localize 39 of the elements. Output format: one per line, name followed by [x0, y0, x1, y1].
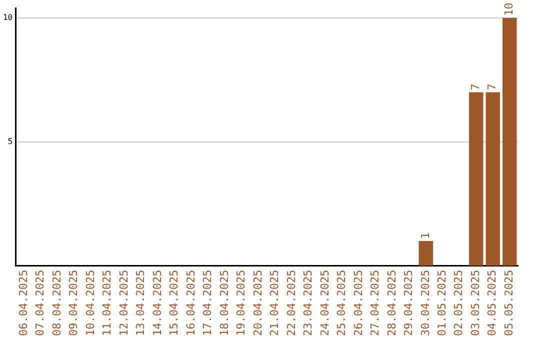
x-tick-label: 22.04.2025	[284, 270, 298, 336]
x-tick-label: 05.05.2025	[502, 270, 516, 336]
x-tick-label: 02.05.2025	[452, 270, 466, 336]
data-label: 1	[418, 232, 432, 239]
x-tick-label: 20.04.2025	[251, 270, 264, 336]
x-tick-label: 30.04.2025	[418, 270, 432, 336]
x-tick-label: 03.05.2025	[468, 270, 482, 336]
x-tick-label: 07.04.2025	[34, 270, 47, 336]
bar	[418, 240, 434, 266]
x-tick-label: 28.04.2025	[385, 270, 398, 336]
x-tick-label: 14.04.2025	[150, 270, 164, 336]
bar	[486, 92, 500, 266]
x-tick-label: 13.04.2025	[134, 270, 148, 336]
x-tick-label: 25.04.2025	[335, 270, 348, 336]
x-tick-label: 19.04.2025	[234, 270, 248, 336]
bar	[502, 18, 517, 266]
data-label: 10	[502, 2, 516, 16]
x-tick-label: 24.04.2025	[318, 270, 332, 336]
y-tick-label: 5	[8, 136, 13, 146]
x-tick-label: 08.04.2025	[50, 270, 64, 336]
x-tick-label: 06.04.2025	[16, 270, 30, 336]
x-tick-label: 17.04.2025	[201, 270, 214, 336]
x-tick-label: 18.04.2025	[218, 270, 231, 336]
x-tick-label: 01.05.2025	[436, 270, 449, 336]
x-tick-label: 15.04.2025	[168, 270, 181, 336]
x-tick-label: 27.04.2025	[368, 270, 382, 336]
x-tick-label: 23.04.2025	[302, 270, 315, 336]
x-tick-label: 10.04.2025	[84, 270, 97, 336]
data-label: 7	[468, 84, 482, 90]
x-tick-label: 21.04.2025	[268, 270, 282, 336]
x-tick-label: 26.04.2025	[352, 270, 365, 336]
bar	[469, 92, 484, 266]
x-tick-label: 09.04.2025	[67, 270, 80, 336]
data-label: 7	[486, 84, 499, 90]
x-tick-label: 29.04.2025	[402, 270, 416, 336]
x-tick-label: 16.04.2025	[184, 270, 198, 336]
x-tick-label: 12.04.2025	[117, 270, 130, 336]
x-tick-label: 11.04.2025	[100, 270, 114, 336]
x-tick-label: 04.05.2025	[486, 270, 499, 336]
